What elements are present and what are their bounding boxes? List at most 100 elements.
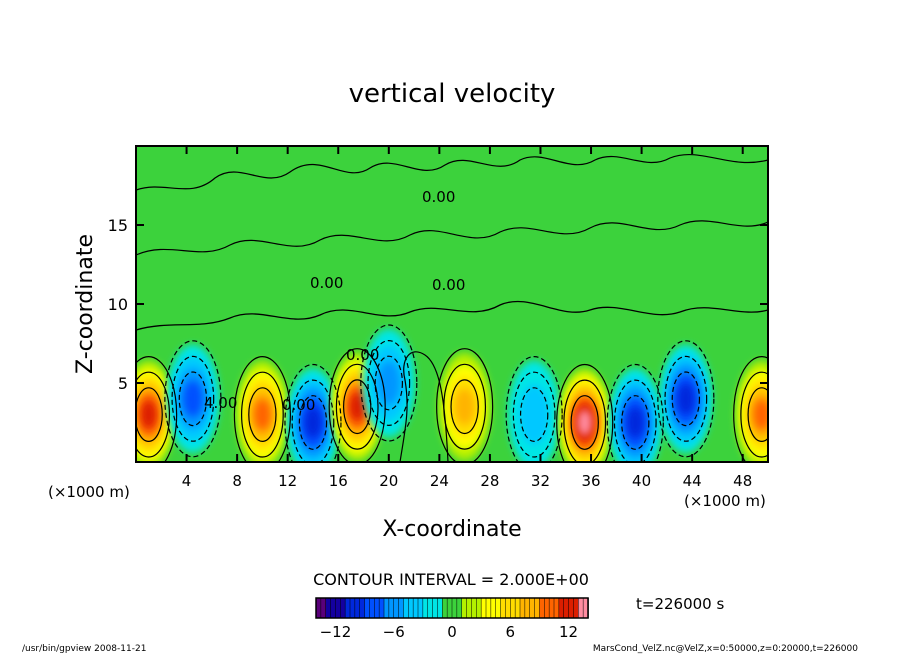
colorbar-bin <box>529 597 536 619</box>
colorbar-bin <box>544 597 550 619</box>
contour-ring <box>606 363 664 462</box>
field-cell <box>677 383 695 415</box>
velocity-field <box>136 329 768 462</box>
colorbar-bin <box>320 597 327 619</box>
contour-ring <box>328 348 386 462</box>
colorbar-bin <box>335 597 342 619</box>
contour-ring <box>343 379 372 435</box>
colorbar-bin <box>505 597 512 619</box>
field-cell <box>455 388 475 425</box>
colorbar-bin <box>417 597 424 619</box>
field-cell <box>519 384 550 445</box>
colorbar-bin <box>393 597 400 619</box>
colorbar-bin <box>539 597 546 619</box>
contour-ring <box>233 356 291 462</box>
contour-ring <box>747 387 768 442</box>
x-tick-label: 24 <box>430 472 449 490</box>
contour-ring <box>284 363 342 462</box>
colorbar-bin <box>388 597 395 619</box>
contour-ring <box>178 371 208 427</box>
contour-label: 0.00 <box>310 274 343 292</box>
contour-line <box>136 300 768 331</box>
colorbar-bin <box>374 597 380 619</box>
contour-lines <box>136 154 768 462</box>
field-cell <box>377 361 401 405</box>
contour-ring <box>136 356 178 462</box>
contour-ring <box>613 379 657 462</box>
contour-label: 0.00 <box>282 396 315 414</box>
colorbar-bin <box>359 597 366 619</box>
colorbar-bin <box>548 597 555 619</box>
y-tick-label: 10 <box>108 295 128 314</box>
x-axis-label: X-coordinate <box>382 517 521 542</box>
colorbar-bin <box>364 597 371 619</box>
y-axis: 5 10 15 <box>108 216 768 393</box>
colorbar-bin <box>514 597 521 619</box>
colorbar-bin <box>432 597 439 619</box>
x-tick-label: 20 <box>379 472 398 490</box>
x-tick-label: 4 <box>182 472 192 490</box>
contour-ring <box>164 340 222 458</box>
colorbar-bin <box>558 597 565 619</box>
contour-ring <box>657 340 715 458</box>
x-tick-label: 12 <box>278 472 297 490</box>
x-tick-label: 48 <box>733 472 752 490</box>
y-tick-label: 5 <box>118 374 128 393</box>
colorbar-ticks: −12 −6 0 6 12 <box>320 623 579 641</box>
contour-ring <box>740 371 768 458</box>
colorbar-bin <box>315 597 322 619</box>
field-cell <box>349 392 365 421</box>
footer-left: /usr/bin/gpview 2008-11-21 <box>22 644 146 654</box>
contour-ring <box>436 348 494 462</box>
contour-line <box>136 154 768 191</box>
contour-label: 0.00 <box>346 346 379 364</box>
x-tick-label: 36 <box>581 472 600 490</box>
colorbar-tick-label: 0 <box>447 623 457 641</box>
colorbar-bin <box>340 597 346 619</box>
colorbar-bin <box>325 597 332 619</box>
contour-line <box>399 351 449 462</box>
colorbar-bin <box>553 597 560 619</box>
colorbar-bin <box>578 597 584 619</box>
contour-ring <box>171 355 215 442</box>
contour-ring <box>374 355 403 411</box>
colorbar-bin <box>534 597 541 619</box>
x-tick-label: 8 <box>232 472 242 490</box>
x-axis-unit-right: (×1000 m) <box>684 492 766 510</box>
field-cell <box>753 399 768 431</box>
colorbar-tick-label: 6 <box>506 623 516 641</box>
field-cell <box>626 406 644 439</box>
footer-right: MarsCond_VelZ.nc@VelZ,x=0:50000,z=0:2000… <box>593 644 858 654</box>
colorbar-bin <box>466 597 473 619</box>
field-cell <box>254 399 271 431</box>
contour-ring <box>505 356 563 462</box>
colorbar-bin <box>495 597 502 619</box>
contour-ring <box>248 387 277 443</box>
colorbar-bin <box>519 597 526 619</box>
colorbar-bin <box>378 597 385 619</box>
contour-ring <box>136 371 171 458</box>
colorbar-bin <box>510 597 516 619</box>
contour-ring <box>367 340 411 427</box>
colorbar-bin <box>573 597 580 619</box>
colorbar-bin <box>451 597 458 619</box>
contour-ring <box>512 371 556 458</box>
chart-title: vertical velocity <box>349 79 556 109</box>
contour-ring <box>563 379 607 462</box>
contour-ring <box>240 371 284 458</box>
contour-ring <box>136 387 163 442</box>
contour-ring <box>291 379 335 462</box>
colorbar-bin <box>471 597 478 619</box>
contour-ring <box>556 363 614 462</box>
colorbar-bin <box>442 597 448 619</box>
colorbar-bin <box>500 597 507 619</box>
contour-interval-text: CONTOUR INTERVAL = 2.000E+00 <box>313 570 589 589</box>
colorbar-bin <box>446 597 453 619</box>
colorbar-bin <box>369 597 376 619</box>
colorbar-bin <box>480 597 487 619</box>
x-axis-unit-left: (×1000 m) <box>48 483 130 501</box>
colorbar-tick-label: −12 <box>320 623 352 641</box>
colorbar-bin <box>422 597 429 619</box>
colorbar-bin <box>427 597 434 619</box>
